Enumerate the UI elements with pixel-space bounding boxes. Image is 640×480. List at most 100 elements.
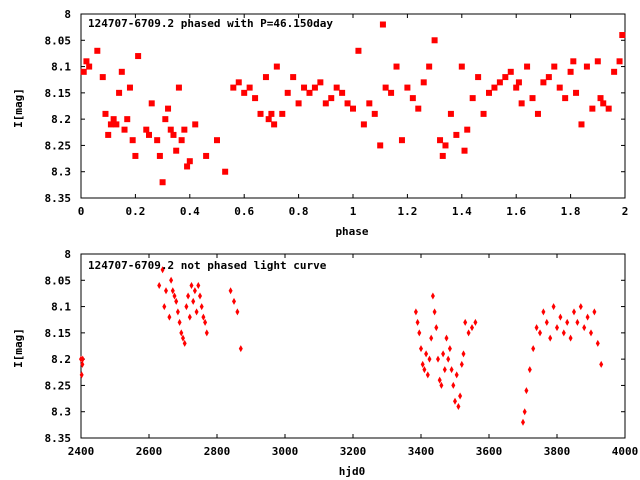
data-point [203, 152, 210, 159]
data-point [442, 142, 449, 149]
data-point [252, 95, 259, 102]
data-point [518, 100, 525, 107]
data-point [605, 105, 612, 112]
data-point [545, 74, 552, 81]
ylabel-phased: I[mag] [12, 88, 25, 128]
data-point [582, 324, 587, 332]
data-point [360, 121, 367, 128]
x-tick-label: 4000 [612, 445, 639, 458]
data-point [437, 376, 442, 384]
data-point [177, 318, 182, 326]
data-point [398, 137, 405, 144]
data-point [350, 105, 356, 112]
data-point [464, 126, 471, 133]
x-tick-label: 3600 [476, 445, 503, 458]
data-point [561, 329, 566, 337]
data-point [447, 110, 454, 117]
data-point [420, 360, 425, 368]
data-point [121, 126, 128, 133]
data-point [107, 121, 114, 128]
data-point [534, 324, 539, 332]
points-phased [80, 21, 626, 186]
data-point [534, 110, 541, 117]
data-point [113, 121, 120, 128]
x-tick-label: 1.8 [561, 205, 581, 218]
y-tick-label: 8 [64, 8, 71, 21]
x-tick-label: 1 [350, 205, 357, 218]
data-point [246, 84, 253, 91]
data-point [475, 74, 482, 81]
panel-unphased: 2400 2600 2800 3000 3200 3400 3600 3800 4000 8 8.0… [12, 248, 638, 478]
data-point [167, 313, 172, 321]
data-point [179, 329, 184, 337]
data-point [271, 121, 278, 128]
data-point [459, 360, 464, 368]
y-tick-label: 8.1 [51, 61, 71, 74]
data-point [449, 366, 454, 374]
data-point [454, 371, 459, 379]
data-point [265, 116, 272, 123]
data-point [333, 84, 340, 91]
title-unphased: 124707-6709.2 not phased light curve [88, 259, 327, 272]
data-point [159, 179, 166, 186]
data-point [366, 100, 373, 107]
data-point [181, 126, 188, 133]
data-point [157, 282, 162, 290]
data-point [241, 89, 248, 96]
data-point [371, 110, 378, 117]
data-point [129, 137, 136, 144]
data-point [548, 334, 553, 342]
data-point [419, 345, 423, 353]
data-point [295, 100, 302, 107]
data-point [126, 84, 133, 91]
data-point [420, 79, 427, 86]
data-point [162, 116, 169, 123]
data-point [469, 95, 476, 102]
data-point [558, 313, 563, 321]
data-point [189, 282, 194, 290]
data-point [611, 68, 618, 75]
ylabel-unphased: I[mag] [12, 328, 25, 368]
data-point [178, 137, 185, 144]
data-point [480, 110, 487, 117]
data-point [228, 287, 233, 295]
data-point [458, 392, 463, 400]
data-point [222, 168, 229, 175]
data-point [583, 63, 590, 70]
data-point [143, 126, 150, 133]
data-point [173, 147, 180, 154]
data-point [393, 63, 400, 70]
ticks-phased: 0 0.2 0.4 0.6 0.8 1 1.2 1.4 1.6 1.8 2 8 8.05 8.1 8.15 8… [45, 8, 629, 218]
x-tick-label: 3400 [408, 445, 435, 458]
data-point [461, 350, 466, 358]
data-point [382, 84, 389, 91]
data-point [426, 63, 433, 70]
data-point [186, 158, 193, 165]
data-point [424, 350, 429, 358]
x-tick-label: 3000 [272, 445, 299, 458]
data-point [160, 266, 165, 274]
data-point [79, 371, 84, 379]
data-point [417, 329, 422, 337]
data-point [531, 345, 536, 353]
data-point [439, 381, 444, 389]
data-point [551, 63, 558, 70]
data-point [344, 100, 351, 107]
data-point [427, 355, 432, 363]
data-point [164, 287, 168, 295]
data-point [491, 84, 498, 91]
data-point [175, 308, 180, 316]
xlabel-unphased: hjd0 [339, 465, 366, 478]
data-point [214, 137, 220, 144]
x-tick-label: 0.2 [125, 205, 145, 218]
data-point [568, 334, 573, 342]
xlabel-phased: phase [335, 225, 368, 238]
data-point [473, 318, 478, 326]
data-point [458, 63, 465, 70]
data-point [453, 131, 460, 138]
data-point [169, 276, 174, 284]
data-point [279, 110, 286, 117]
data-point [432, 308, 437, 316]
x-tick-label: 3800 [544, 445, 571, 458]
data-point [377, 142, 384, 149]
